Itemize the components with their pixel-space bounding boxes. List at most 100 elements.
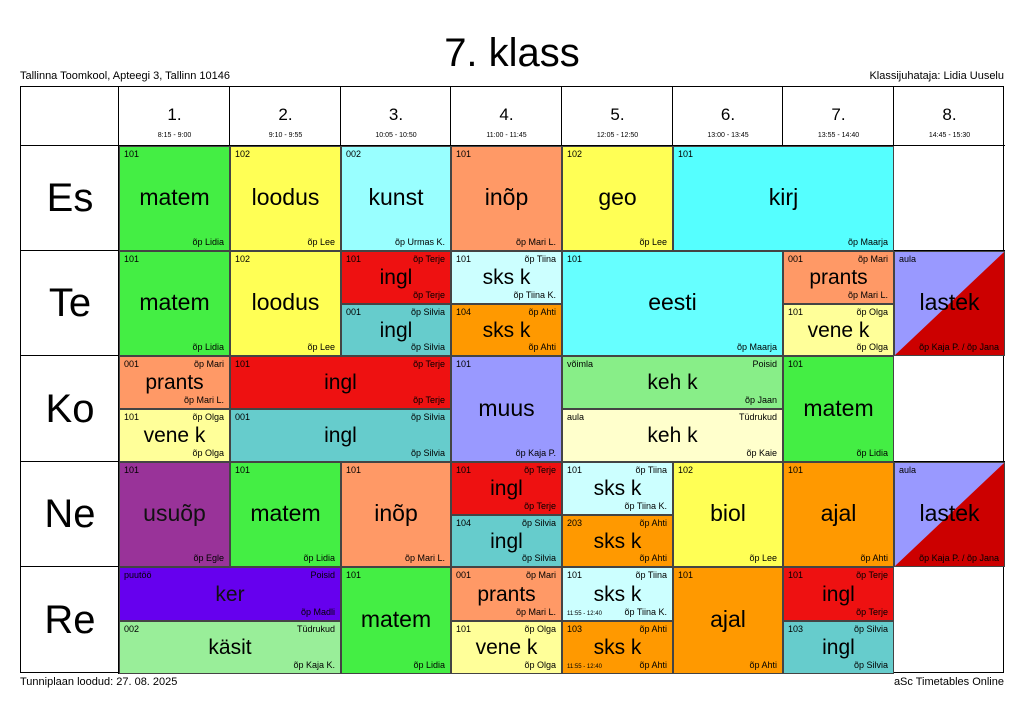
lesson-room: 101 [567,254,583,264]
lesson-cell: sks k 101 õp Tiina õp Tiina K. [562,462,673,515]
period-number: 1. [167,105,182,124]
lesson-teacher: õp Ahti [860,553,888,563]
period-header: 4. 11:00 - 11:45 [451,87,562,146]
lesson-teacher: õp Tiina K. [513,290,556,300]
lesson-subject: inõp [374,500,418,526]
lesson-time: 11:55 - 12:40 [567,664,602,670]
lesson-teacher: õp Lidia [303,553,335,563]
lesson-room: aula [899,254,917,264]
lesson-group: õp Terje [856,570,888,580]
lesson-subject: matem [139,289,210,315]
lesson-teacher: õp Urmas K. [394,237,445,247]
lesson-cell: matem 101 õp Lidia [119,146,230,251]
lesson-room: 104 [456,307,472,317]
lesson-room: 101 [235,465,251,475]
lesson-cell: ingl 103 õp Silvia õp Silvia [783,621,894,674]
lesson-room: 101 [788,307,804,317]
lesson-teacher: õp Madli [300,607,335,617]
lesson-subject: ingl [324,424,357,447]
lesson-cell: vene k 101 õp Olga õp Olga [451,621,562,674]
day-label: Te [48,281,92,325]
period-time: 13:55 - 14:40 [817,132,860,139]
lesson-cell: loodus 102 õp Lee [230,146,341,251]
lesson-cell: biol 102 õp Lee [673,462,783,567]
lesson-group: õp Tiina [635,465,667,475]
lesson-teacher: õp Lidia [192,237,224,247]
lesson-cell: eesti 101 õp Maarja [562,251,783,356]
lesson-cell: ingl 101 õp Terje õp Terje [783,567,894,621]
lesson-teacher: õp Mari L. [183,395,224,405]
lesson-teacher: õp Kaja K. [293,660,335,670]
lesson-subject: vene k [143,424,206,447]
lesson-room: 203 [567,518,583,528]
lesson-group: õp Ahti [639,624,667,634]
lesson-room: 101 [346,570,362,580]
lesson-room: 101 [456,624,472,634]
lesson-room: 101 [124,412,140,422]
lesson-room: 001 [346,307,362,317]
lesson-group: õp Silvia [521,518,556,528]
lesson-subject: prants [809,266,868,289]
lesson-teacher: õp Mari L. [515,237,556,247]
lesson-subject: ajal [820,500,857,526]
lesson-cell: matem 101 õp Lidia [119,251,230,356]
lesson-room: 101 [788,465,804,475]
lesson-cell: keh k võimla Poisid õp Jaan [562,356,783,409]
lesson-room: 103 [567,624,583,634]
lesson-room: puutöö [124,570,152,580]
lesson-cell: prants 001 õp Mari õp Mari L. [783,251,894,304]
lesson-teacher: õp Lee [639,237,667,247]
lesson-subject: ingl [379,319,413,342]
lesson-cell: ajal 101 õp Ahti [783,462,894,567]
lesson-group: õp Ahti [528,307,556,317]
day-label: Ko [45,387,95,431]
lesson-subject: lastek [919,500,980,526]
lesson-subject: käsit [208,636,252,659]
lesson-teacher: õp Ahti [639,660,667,670]
lesson-subject: ingl [490,530,523,553]
lesson-cell: käsit 002 Tüdrukud õp Kaja K. [119,621,341,674]
page-title: 7. klass [444,31,580,75]
lesson-group: õp Terje [413,359,445,369]
class-teacher: Klassijuhataja: Lidia Uuselu [869,70,1004,82]
lesson-room: 101 [678,570,694,580]
lesson-subject: kirj [768,184,799,210]
lesson-subject: sks k [482,319,531,342]
lesson-room: 101 [456,359,472,369]
lesson-subject: ingl [324,371,357,394]
lesson-teacher: õp Maarja [736,342,777,352]
timetable-grid: 1. 8:15 - 9:00 2. 9:10 - 9:55 3. 10:05 - 10:5… [20,86,1005,674]
lesson-cell: inõp 101 õp Mari L. [341,462,451,567]
lesson-cell: loodus 102 õp Lee [230,251,341,356]
day-label: Ne [44,492,96,536]
lesson-room: 101 [346,254,362,264]
lesson-group: õp Olga [856,307,888,317]
lesson-group: õp Olga [524,624,556,634]
lesson-group: õp Mari [193,359,224,369]
lesson-teacher: õp Silvia [521,553,556,563]
lesson-room: 101 [346,465,362,475]
lesson-group: õp Silvia [410,307,445,317]
lesson-subject: usuõp [143,500,206,526]
lesson-teacher: õp Lee [307,342,335,352]
period-header: 7. 13:55 - 14:40 [783,87,894,146]
lesson-group: õp Silvia [853,624,888,634]
lesson-subject: matem [250,500,321,526]
lesson-cell: sks k 104 õp Ahti õp Ahti [451,304,562,356]
period-header: 5. 12:05 - 12:50 [562,87,673,146]
lesson-group: õp Ahti [639,518,667,528]
lesson-room: 102 [678,465,694,475]
lesson-subject: vene k [475,636,538,659]
lesson-subject: inõp [484,184,529,210]
lesson-cell: ingl 001 õp Silvia õp Silvia [230,409,451,462]
lesson-subject: biol [710,500,746,526]
grid-line-horizontal [21,145,1005,146]
lesson-teacher: õp Lidia [856,448,888,458]
lesson-teacher: õp Olga [856,342,888,352]
lesson-teacher: õp Tiina K. [624,501,667,511]
lesson-room: 001 [788,254,804,264]
lesson-teacher: õp Silvia [410,448,445,458]
lesson-teacher: õp Lidia [413,660,445,670]
period-time: 14:45 - 15:30 [928,132,971,139]
lesson-room: 002 [346,149,362,159]
